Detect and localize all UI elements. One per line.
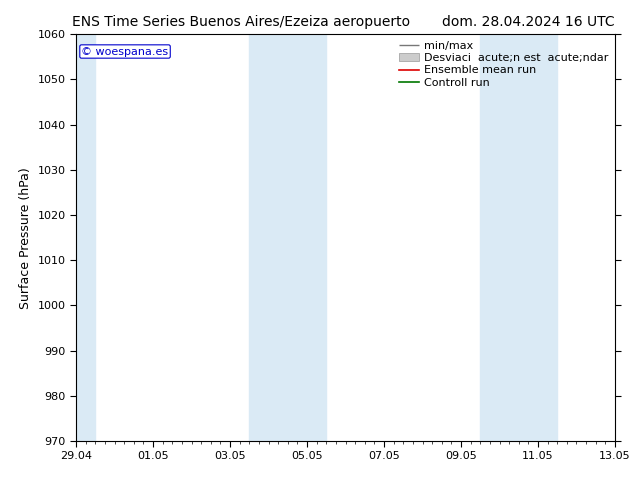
Bar [519,34,557,441]
Legend: min/max, Desviaci  acute;n est  acute;ndar, Ensemble mean run, Controll run: min/max, Desviaci acute;n est acute;ndar… [396,38,612,91]
Bar [288,34,327,441]
Bar [249,34,288,441]
Bar [57,34,95,441]
Text: © woespana.es: © woespana.es [81,47,169,56]
Y-axis label: Surface Pressure (hPa): Surface Pressure (hPa) [19,167,32,309]
Text: ENS Time Series Buenos Aires/Ezeiza aeropuerto: ENS Time Series Buenos Aires/Ezeiza aero… [72,15,410,29]
Bar [480,34,519,441]
Text: dom. 28.04.2024 16 UTC: dom. 28.04.2024 16 UTC [443,15,615,29]
